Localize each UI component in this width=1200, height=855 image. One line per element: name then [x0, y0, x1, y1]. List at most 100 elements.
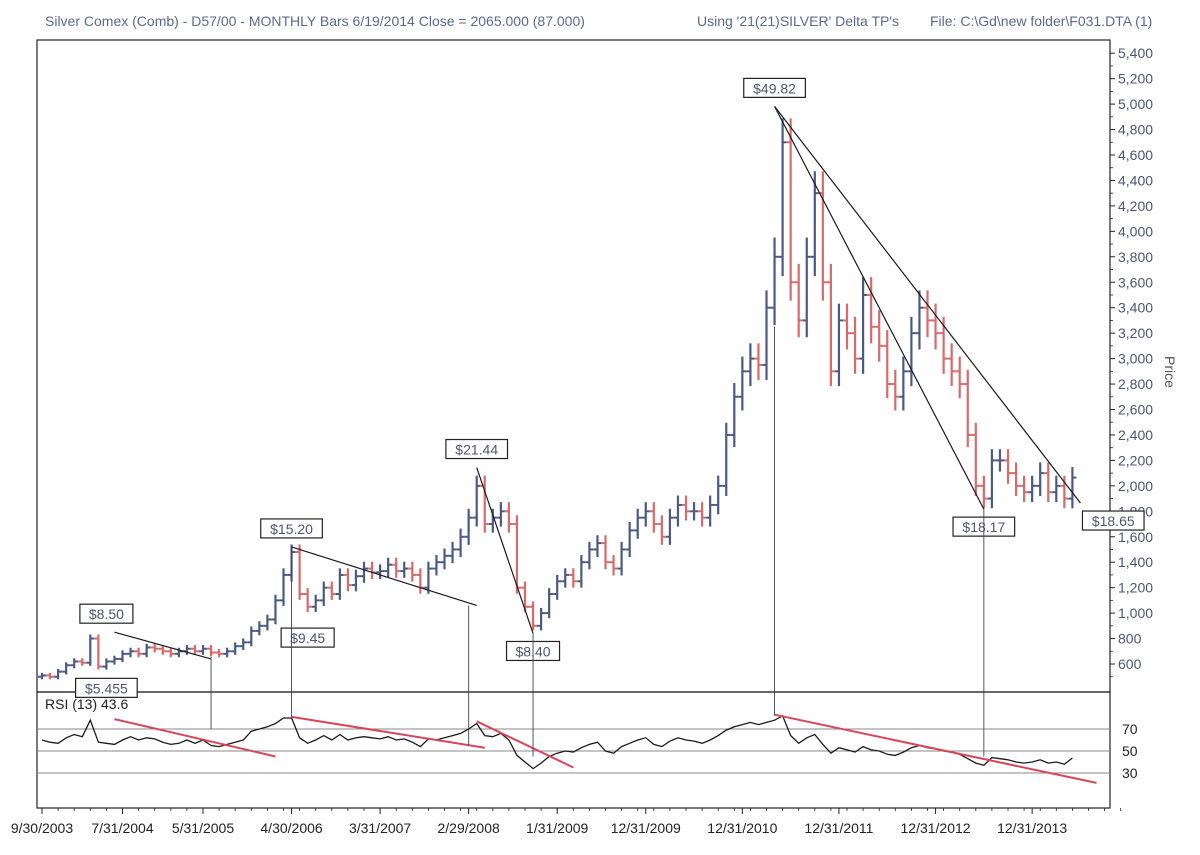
price-tick-label: 1,000 — [1118, 605, 1153, 621]
price-tick-label: 4,200 — [1118, 198, 1153, 214]
trend-line — [114, 631, 212, 660]
delta-tp-note: Using '21(21)SILVER' Delta TP's — [697, 13, 900, 29]
ohlc-bar — [738, 356, 747, 411]
ohlc-bar — [698, 502, 707, 527]
price-tick-label: 2,400 — [1118, 427, 1153, 443]
ohlc-bar — [867, 277, 876, 344]
ohlc-bar — [488, 508, 497, 533]
ohlc-bar — [400, 561, 409, 578]
ohlc-bar — [754, 343, 763, 380]
ohlc-bar — [521, 581, 529, 613]
trend-line — [476, 467, 534, 634]
ohlc-bar — [529, 601, 538, 631]
annotation-label: $15.20 — [270, 521, 313, 537]
date-label: 12/31/2010 — [707, 820, 777, 836]
ohlc-bar — [496, 502, 505, 527]
price-annotation: $49.82 — [743, 77, 806, 98]
ohlc-bar — [343, 568, 352, 592]
price-panel — [36, 39, 1111, 693]
ohlc-bar — [971, 422, 980, 497]
ohlc-bar — [585, 541, 594, 570]
ohlc-bar — [78, 658, 87, 666]
rsi-level-label: 50 — [1122, 743, 1138, 759]
price-tick-label: 2,000 — [1118, 478, 1153, 494]
ohlc-bar — [456, 528, 465, 558]
price-tick-label: 4,400 — [1118, 172, 1153, 188]
ohlc-bar — [62, 662, 71, 675]
ohlc-bar — [1052, 475, 1061, 503]
ohlc-bar — [303, 588, 312, 613]
ohlc-bar — [46, 672, 55, 680]
ohlc-bar — [714, 475, 723, 515]
ohlc-bar — [223, 647, 232, 658]
ohlc-bar — [979, 475, 988, 509]
ohlc-bar — [561, 568, 570, 588]
rsi-divergence — [114, 718, 276, 758]
ohlc-bar — [279, 568, 288, 606]
date-label: 1/31/2009 — [526, 820, 588, 836]
date-label: 12/31/2012 — [901, 820, 971, 836]
ohlc-bar — [190, 645, 199, 655]
annotation-box — [74, 677, 138, 698]
ohlc-bar — [94, 634, 103, 670]
ohlc-bar — [915, 290, 924, 350]
ohlc-bar — [907, 316, 916, 387]
annotation-label: $21.44 — [455, 442, 498, 458]
ohlc-bar — [158, 645, 167, 655]
ohlc-bar — [553, 574, 562, 600]
ohlc-bar — [38, 672, 46, 680]
ohlc-bar — [416, 568, 425, 594]
price-tick-label: 3,800 — [1118, 249, 1153, 265]
ohlc-bar — [207, 645, 216, 657]
ohlc-bar — [231, 642, 240, 655]
ohlc-bar — [673, 495, 682, 527]
ohlc-bar — [722, 422, 731, 497]
ohlc-bar — [810, 171, 819, 277]
price-tick-label: 3,400 — [1118, 300, 1153, 316]
rsi-level-label: 30 — [1122, 765, 1138, 781]
price-tick-label: 2,600 — [1118, 402, 1153, 418]
ohlc-bar — [633, 508, 642, 539]
ohlc-bar — [166, 647, 175, 658]
ohlc-bar — [384, 557, 393, 578]
ohlc-bar — [818, 171, 827, 301]
price-annotation: $15.20 — [260, 518, 323, 539]
ohlc-bar — [955, 356, 964, 399]
ohlc-bar — [875, 310, 884, 362]
price-axis-title: Price — [1162, 356, 1178, 388]
price-tick-label: 4,000 — [1118, 223, 1153, 239]
ohlc-bar — [327, 581, 336, 600]
date-label: 2/29/2008 — [438, 820, 500, 836]
ohlc-bar — [408, 561, 417, 582]
ohlc-bar — [1044, 462, 1053, 503]
ohlc-bar — [923, 290, 932, 338]
ohlc-bar — [215, 649, 224, 658]
ohlc-bar — [899, 356, 908, 411]
ohlc-bar — [239, 638, 248, 650]
ohlc-bar — [883, 330, 892, 399]
ohlc-bar — [593, 535, 602, 558]
price-tick-label: 5,200 — [1118, 71, 1153, 87]
date-label: 12/31/2011 — [804, 820, 873, 836]
date-label: 4/30/2006 — [260, 820, 322, 836]
ohlc-bar — [609, 555, 618, 576]
ohlc-bar — [706, 495, 715, 527]
ohlc-bar — [690, 502, 699, 521]
annotation-box — [79, 603, 134, 624]
price-annotation: $18.65 — [1081, 510, 1145, 531]
price-annotation: $9.45 — [280, 627, 335, 648]
ohlc-bar — [118, 650, 127, 663]
price-tick-label: 800 — [1118, 631, 1142, 647]
price-annotation: $8.50 — [79, 603, 134, 624]
ohlc-bar — [1060, 475, 1069, 509]
price-tick-label: 2,200 — [1118, 452, 1153, 468]
ohlc-bar — [319, 581, 328, 606]
ohlc-bar — [295, 544, 304, 600]
date-label: 9/30/2003 — [11, 820, 73, 836]
ohlc-bar — [255, 621, 264, 636]
ohlc-bar — [432, 555, 441, 576]
annotation-label: $8.50 — [89, 606, 124, 622]
ohlc-bar — [577, 555, 586, 588]
trend-line — [291, 546, 477, 607]
